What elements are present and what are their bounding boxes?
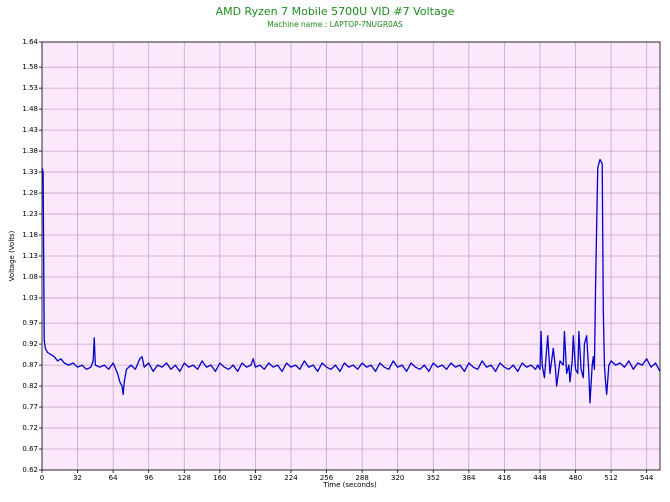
y-tick-label: 1.08 [22, 273, 38, 281]
x-tick-label: 160 [213, 474, 226, 482]
x-tick-label: 224 [284, 474, 298, 482]
y-tick-label: 1.03 [22, 294, 38, 302]
y-tick-label: 1.48 [22, 105, 38, 113]
x-tick-label: 32 [73, 474, 82, 482]
y-tick-label: 0.87 [22, 361, 38, 369]
y-tick-label: 1.13 [22, 252, 38, 260]
x-tick-label: 416 [498, 474, 512, 482]
plot-border [41, 41, 661, 471]
chart-title: AMD Ryzen 7 Mobile 5700U VID #7 Voltage [216, 5, 455, 18]
x-tick-label: 384 [462, 474, 476, 482]
x-tick-label: 64 [109, 474, 118, 482]
y-tick-label: 1.18 [22, 231, 38, 239]
y-tick-label: 0.67 [22, 445, 38, 453]
x-tick-label: 256 [320, 474, 334, 482]
y-tick-label: 0.77 [22, 403, 38, 411]
y-tick-label: 1.53 [22, 84, 38, 92]
data-line [41, 158, 661, 404]
chart-subtitle: Machine name : LAPTOP-7NUGR0AS [267, 20, 403, 29]
x-tick-label: 96 [144, 474, 153, 482]
y-tick-label: 1.64 [22, 38, 38, 46]
y-tick-label: 1.58 [22, 63, 38, 71]
y-tick-label: 0.62 [22, 466, 38, 474]
y-tick-label: 0.82 [22, 382, 38, 390]
y-tick-label: 0.97 [22, 319, 38, 327]
x-tick-label: 512 [604, 474, 617, 482]
x-tick-label: 448 [533, 474, 546, 482]
y-tick-label: 0.72 [22, 424, 38, 432]
x-tick-label: 544 [640, 474, 654, 482]
x-tick-label: 480 [569, 474, 582, 482]
y-tick-label: 1.38 [22, 147, 38, 155]
x-tick-label: 128 [178, 474, 191, 482]
x-axis-label: Time (seconds) [322, 481, 377, 489]
y-tick-label: 1.33 [22, 168, 38, 176]
y-tick-label: 1.23 [22, 210, 38, 218]
y-tick-label: 1.28 [22, 189, 38, 197]
y-axis-label: Voltage (Volts) [8, 230, 16, 281]
x-tick-label: 192 [249, 474, 262, 482]
x-tick-label: 352 [427, 474, 440, 482]
y-tick-label: 1.43 [22, 126, 38, 134]
x-tick-label: 320 [391, 474, 404, 482]
y-tick-label: 0.92 [22, 340, 38, 348]
x-tick-label: 0 [40, 474, 44, 482]
x-tick-label: 288 [355, 474, 368, 482]
